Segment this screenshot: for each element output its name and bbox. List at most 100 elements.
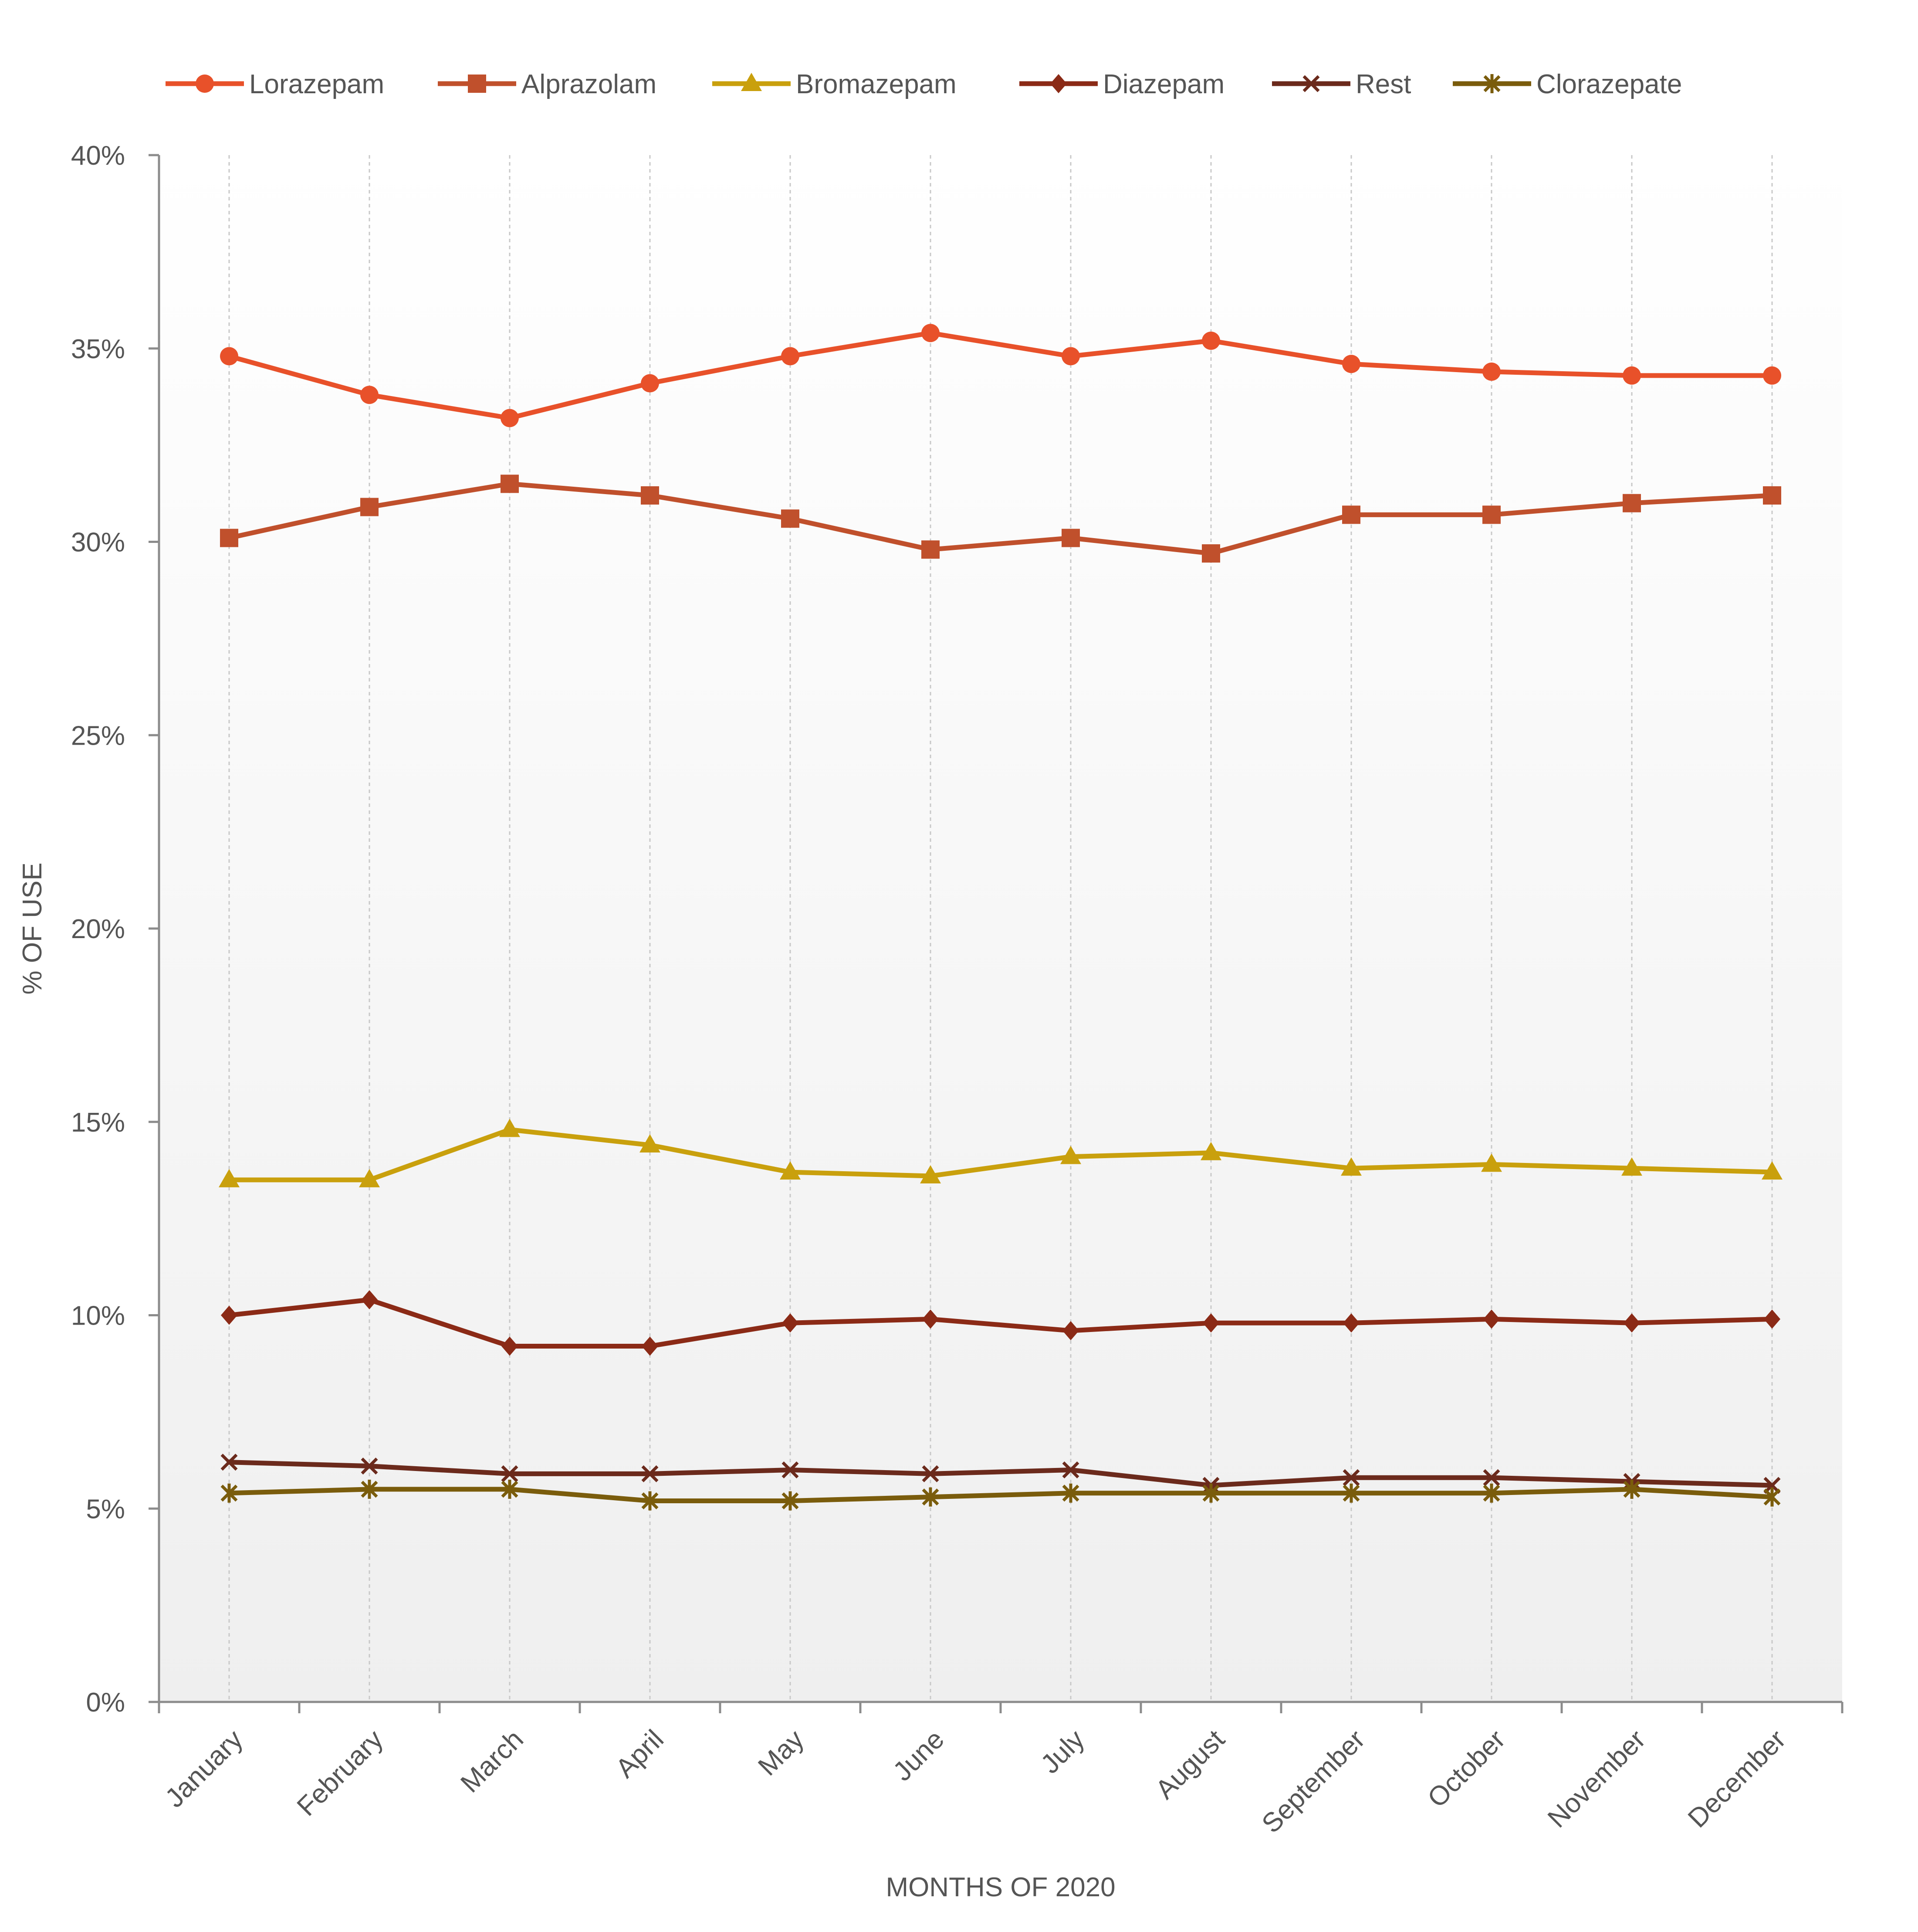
point-alprazolam-march [501, 475, 519, 493]
point-lorazepam-august [1202, 332, 1220, 350]
point-clorazepate-november [1623, 1479, 1641, 1499]
legend-item-rest: Rest [1272, 69, 1411, 99]
point-lorazepam-may [781, 347, 799, 366]
legend: Lorazepam Alprazolam Bromazepam Diazepam Res… [166, 69, 1682, 99]
y-tick-label: 15% [71, 1108, 125, 1138]
series-line-bromazepam [227, 1127, 1775, 1183]
series-group [219, 324, 1783, 1511]
series-lorazepam [220, 324, 1781, 427]
point-rest-june [922, 1465, 939, 1482]
point-bromazepam-january [219, 1169, 240, 1187]
legend-label: Alprazolam [521, 69, 656, 99]
legend-label: Bromazepam [796, 69, 957, 99]
point-clorazepate-august [1202, 1483, 1220, 1503]
point-diazepam-september [1343, 1313, 1360, 1333]
point-lorazepam-april [641, 374, 659, 393]
point-diazepam-january [221, 1305, 237, 1325]
point-diazepam-august [1203, 1313, 1219, 1333]
x-tick-label-may: May [752, 1724, 810, 1782]
legend-swatch-marker [1050, 74, 1067, 93]
point-bromazepam-february [359, 1169, 380, 1187]
series-clorazepate [220, 1479, 1781, 1511]
x-tick-label-january: January [159, 1724, 249, 1813]
point-clorazepate-june [922, 1487, 939, 1507]
point-alprazolam-july [1062, 529, 1080, 547]
point-lorazepam-november [1623, 366, 1641, 385]
point-diazepam-december [1764, 1309, 1780, 1329]
y-tick-label: 10% [71, 1301, 125, 1331]
point-bromazepam-june [920, 1165, 941, 1183]
y-tick-label: 30% [71, 528, 125, 558]
legend-swatch-marker [1483, 74, 1501, 93]
point-rest-july [1062, 1461, 1079, 1478]
series-alprazolam [220, 475, 1781, 563]
x-tick-label-november: November [1542, 1724, 1651, 1834]
x-tick-label-june: June [887, 1724, 950, 1787]
legend-label: Lorazepam [249, 69, 384, 99]
legend-swatch-marker [196, 75, 214, 93]
point-lorazepam-december [1763, 366, 1781, 385]
point-rest-may [781, 1461, 799, 1478]
point-alprazolam-may [781, 509, 799, 528]
point-alprazolam-november [1623, 494, 1641, 512]
x-tick-label-march: March [455, 1724, 529, 1799]
y-tick-label: 5% [86, 1494, 125, 1524]
series-line-rest [227, 1460, 1775, 1488]
y-axis-title: % OF USE [17, 862, 47, 994]
series-line-alprazolam [227, 481, 1775, 556]
point-bromazepam-march [499, 1119, 520, 1137]
point-bromazepam-september [1341, 1157, 1362, 1176]
point-alprazolam-october [1482, 505, 1501, 524]
x-tick-label-october: October [1422, 1724, 1511, 1813]
series-diazepam [221, 1290, 1780, 1356]
point-rest-october [1483, 1469, 1500, 1486]
plot-background [159, 155, 1842, 1702]
point-bromazepam-december [1762, 1161, 1783, 1180]
point-clorazepate-september [1343, 1483, 1360, 1503]
point-clorazepate-january [220, 1483, 238, 1503]
point-diazepam-april [642, 1336, 658, 1356]
x-tick-label-april: April [610, 1724, 669, 1783]
point-rest-april [641, 1465, 659, 1482]
y-tick-label: 0% [86, 1688, 125, 1718]
series-line-diazepam [227, 1297, 1775, 1349]
y-tick-label: 35% [71, 334, 125, 364]
point-alprazolam-april [641, 486, 659, 505]
point-alprazolam-august [1202, 544, 1220, 563]
point-clorazepate-april [641, 1491, 659, 1511]
point-rest-march [501, 1465, 518, 1482]
point-bromazepam-august [1201, 1142, 1221, 1160]
legend-swatch-marker [741, 73, 762, 91]
point-clorazepate-february [361, 1479, 378, 1499]
point-alprazolam-december [1763, 486, 1781, 505]
point-lorazepam-june [921, 324, 940, 342]
point-rest-january [220, 1454, 238, 1471]
point-diazepam-may [782, 1313, 798, 1333]
point-bromazepam-july [1060, 1146, 1081, 1164]
series-bromazepam [219, 1119, 1783, 1187]
point-rest-february [361, 1457, 378, 1475]
point-lorazepam-january [220, 347, 238, 366]
x-tick-label-february: February [291, 1724, 389, 1822]
point-clorazepate-may [781, 1491, 799, 1511]
legend-label: Diazepam [1103, 69, 1225, 99]
point-lorazepam-october [1482, 363, 1501, 381]
legend-swatch-marker [1302, 75, 1320, 92]
x-tick-label-july: July [1035, 1724, 1090, 1779]
point-diazepam-november [1624, 1313, 1640, 1333]
series-line-lorazepam [227, 330, 1775, 420]
point-lorazepam-february [360, 386, 379, 404]
point-alprazolam-september [1342, 505, 1360, 524]
point-lorazepam-september [1342, 355, 1360, 373]
legend-item-bromazepam: Bromazepam [712, 69, 957, 99]
point-alprazolam-january [220, 529, 238, 547]
x-tick-label-august: August [1150, 1724, 1231, 1805]
point-clorazepate-october [1483, 1483, 1500, 1503]
point-diazepam-july [1062, 1321, 1079, 1340]
y-tick-label: 25% [71, 721, 125, 751]
point-diazepam-march [501, 1336, 518, 1356]
legend-item-clorazepate: Clorazepate [1453, 69, 1682, 99]
legend-item-alprazolam: Alprazolam [438, 69, 656, 99]
point-clorazepate-march [501, 1479, 518, 1499]
